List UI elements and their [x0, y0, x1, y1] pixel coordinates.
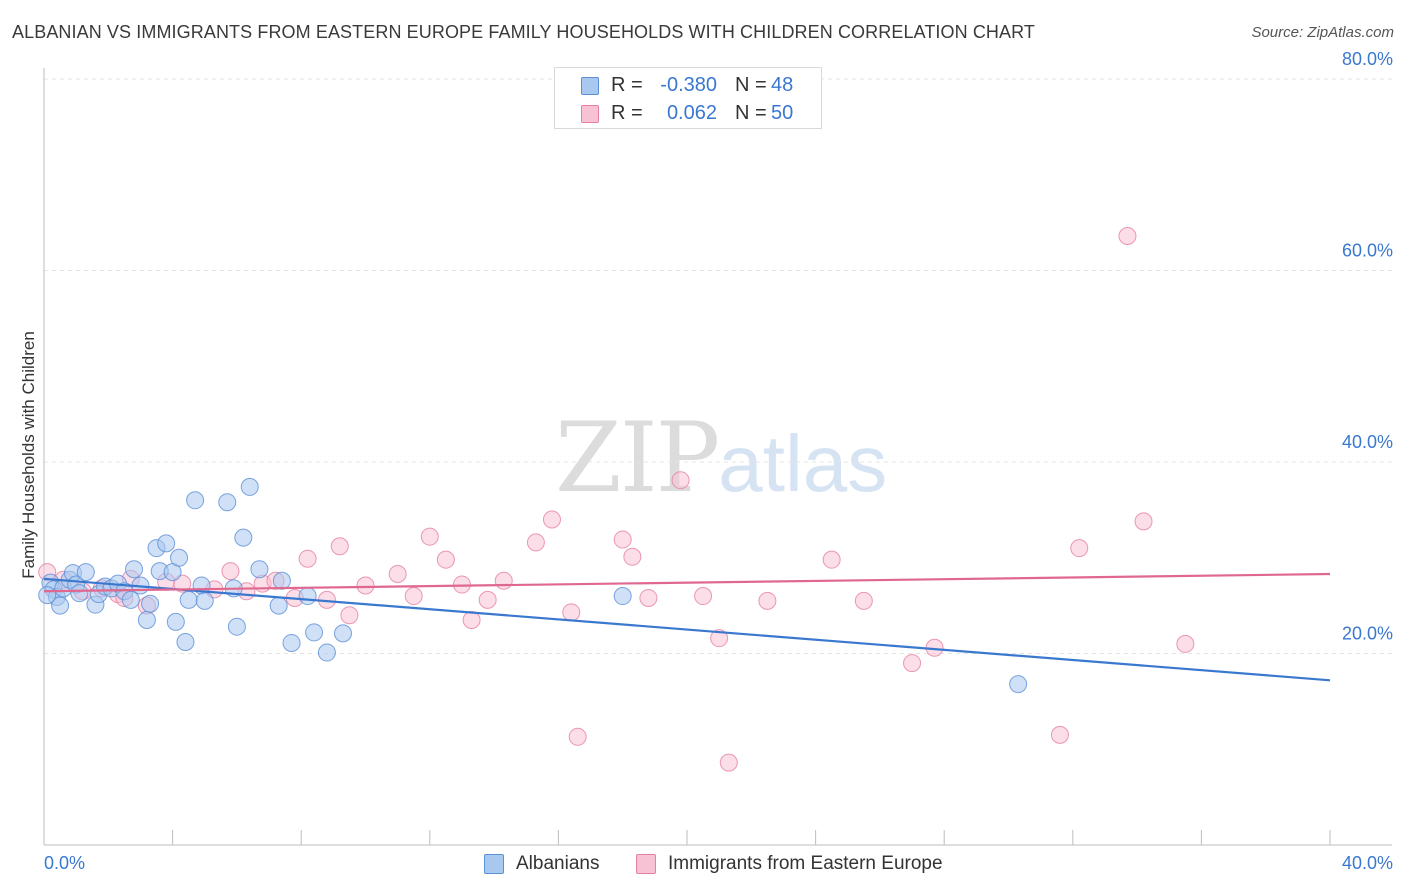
- albanians-point: [179, 590, 198, 609]
- x-tick-label: 40.0%: [1342, 853, 1393, 873]
- albanians-point: [38, 586, 57, 605]
- albanians-point: [170, 548, 189, 567]
- albanians-point: [166, 612, 185, 631]
- albanians-point: [141, 594, 160, 613]
- immigrants-point: [173, 574, 192, 593]
- source-credit: Source: ZipAtlas.com: [1251, 24, 1394, 41]
- immigrants-point: [694, 587, 713, 606]
- albanians-point: [317, 643, 336, 662]
- albanians-point: [227, 617, 246, 636]
- legend-swatch-immigrants: [581, 105, 599, 123]
- immigrants-point: [562, 603, 581, 622]
- immigrants-point: [710, 629, 729, 648]
- n-label: N =: [735, 74, 767, 96]
- n-value: 48: [771, 74, 794, 96]
- albanians-point: [250, 560, 269, 579]
- immigrants-point: [568, 727, 587, 746]
- legend-swatch-immigrants: [636, 854, 656, 874]
- immigrants-point: [1176, 634, 1195, 653]
- immigrants-point: [1070, 539, 1089, 558]
- legend-label-albanians: Albanians: [516, 853, 600, 874]
- albanians-point: [137, 610, 156, 629]
- albanians-point: [272, 571, 291, 590]
- r-value: -0.380: [660, 74, 717, 96]
- albanians-point: [157, 534, 176, 553]
- albanians-point: [121, 590, 140, 609]
- correlation-legend: R = -0.380 N = 48 R = 0.062 N = 50: [554, 67, 822, 129]
- immigrants-point: [388, 565, 407, 584]
- immigrants-point: [1118, 227, 1137, 246]
- legend-swatch-albanians: [581, 77, 599, 95]
- legend-swatch-albanians: [484, 854, 504, 874]
- immigrants-point: [494, 571, 513, 590]
- immigrants-point: [221, 562, 240, 581]
- albanians-point: [269, 596, 288, 615]
- immigrants-point: [526, 533, 545, 552]
- albanians-point: [76, 563, 95, 582]
- immigrants-point: [671, 471, 690, 490]
- y-tick-labels: 20.0% 40.0% 60.0% 80.0%: [1342, 49, 1393, 644]
- trend-lines: [43, 572, 1331, 682]
- grid-lines: [44, 78, 1392, 654]
- legend-row-albanians: R = -0.380 N = 48: [555, 71, 821, 101]
- immigrants-point: [436, 550, 455, 569]
- immigrants-point: [1134, 512, 1153, 531]
- immigrants-point: [356, 576, 375, 595]
- series-legend: Albanians Immigrants from Eastern Europe: [0, 852, 1406, 878]
- immigrants-point: [613, 530, 632, 549]
- albanians-point: [234, 528, 253, 547]
- immigrants-point: [478, 590, 497, 609]
- immigrants-point: [542, 510, 561, 529]
- immigrants-trend-line: [43, 572, 1331, 593]
- albanians-point: [298, 587, 317, 606]
- y-axis-label: Family Households with Children: [19, 331, 38, 579]
- r-label: R =: [611, 74, 643, 96]
- immigrants-point: [330, 537, 349, 556]
- albanians-point: [1009, 675, 1028, 694]
- immigrants-point: [903, 654, 922, 673]
- n-value: 50: [771, 102, 794, 124]
- albanians-point: [305, 623, 324, 642]
- x-tick-label: 0.0%: [44, 853, 85, 873]
- immigrants-point: [420, 527, 439, 546]
- albanians-point: [218, 493, 237, 512]
- n-label: N =: [735, 102, 767, 124]
- r-value: 0.062: [666, 102, 717, 124]
- albanians-point: [125, 560, 144, 579]
- albanians-point: [51, 596, 70, 615]
- x-tick-labels: 0.0% 40.0%: [44, 853, 1393, 873]
- albanians-point: [333, 624, 352, 643]
- albanians-point: [176, 633, 195, 652]
- albanians-trend-line: [43, 577, 1331, 682]
- immigrants-point: [404, 587, 423, 606]
- immigrants-point: [340, 606, 359, 625]
- albanians-point: [282, 633, 301, 652]
- axes: [43, 68, 1392, 846]
- legend-label-immigrants: Immigrants from Eastern Europe: [668, 853, 943, 874]
- immigrants-point: [1050, 725, 1069, 744]
- albanians-point: [240, 477, 259, 496]
- immigrants-point: [854, 591, 873, 610]
- immigrants-point: [822, 550, 841, 569]
- albanians-point: [613, 587, 632, 606]
- y-tick-label: 40.0%: [1342, 432, 1393, 452]
- r-label: R =: [611, 102, 643, 124]
- immigrants-point: [298, 549, 317, 568]
- immigrants-point: [719, 753, 738, 772]
- albanians-point: [195, 591, 214, 610]
- legend-row-immigrants: R = 0.062 N = 50: [555, 99, 821, 129]
- y-tick-label: 20.0%: [1342, 624, 1393, 644]
- albanians-point: [70, 584, 89, 603]
- immigrants-point: [758, 591, 777, 610]
- chart-title: ALBANIAN VS IMMIGRANTS FROM EASTERN EURO…: [12, 22, 1036, 42]
- albanians-point: [186, 491, 205, 510]
- immigrants-point: [639, 588, 658, 607]
- immigrants-point: [623, 547, 642, 566]
- y-tick-label: 60.0%: [1342, 241, 1393, 261]
- y-tick-label: 80.0%: [1342, 49, 1393, 69]
